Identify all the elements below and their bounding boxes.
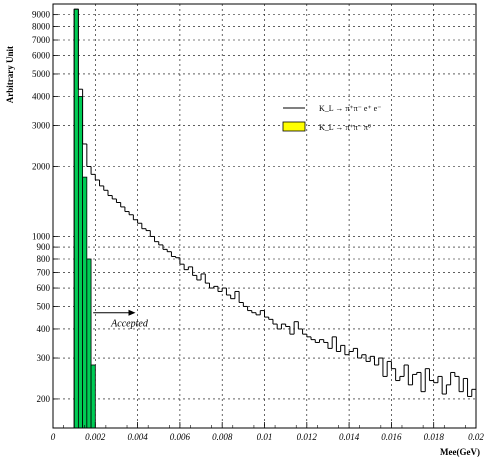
- grid-lines: [53, 4, 476, 428]
- y-tick-label: 8000: [32, 22, 51, 32]
- x-tick-label: 0.008: [212, 432, 233, 442]
- y-tick-label: 5000: [32, 69, 51, 79]
- y-tick-label: 2000: [32, 161, 51, 171]
- y-tick-label: 3000: [32, 121, 51, 131]
- x-axis-label: Mee(GeV): [440, 447, 480, 457]
- y-tick-label: 800: [37, 254, 51, 264]
- x-tick-label: 0.012: [297, 432, 318, 442]
- filled-bin: [73, 8, 79, 429]
- k-pi-pi-ee-step-histogram: [73, 8, 476, 428]
- y-tick-label: 6000: [32, 51, 51, 61]
- y-tick-label: 400: [37, 324, 51, 334]
- y-tick-label: 600: [37, 283, 51, 293]
- x-tick-label: 0.014: [339, 432, 360, 442]
- legend-label-series-2: K_L → π⁺π⁻ π⁰: [319, 123, 371, 132]
- legend-label-series-1: K_L → π⁺π⁻ e⁺ e⁻: [319, 104, 381, 113]
- y-tick-label: 300: [37, 353, 51, 363]
- y-axis-label: Arbitrary Unit: [5, 46, 15, 103]
- y-tick-label: 7000: [32, 35, 51, 45]
- legend-swatch-series-2: [282, 121, 306, 132]
- accepted-annotation: Accepted: [93, 309, 149, 330]
- x-tick-label: 0.006: [170, 432, 191, 442]
- filled-bin: [82, 176, 88, 429]
- x-tick-label: 0.018: [424, 432, 445, 442]
- x-tick-label: 0.016: [381, 432, 402, 442]
- filled-bin: [77, 96, 84, 429]
- x-axis-ticks: 0 0.002 0.004 0.006 0.008 0.01 0.012 0.014 0.016…: [51, 422, 484, 442]
- y-tick-label: 200: [37, 394, 51, 404]
- y-tick-label: 700: [37, 267, 51, 277]
- y-tick-label: 4000: [32, 92, 51, 102]
- y-tick-label: 1000: [32, 231, 51, 241]
- y-tick-label: 500: [37, 301, 51, 311]
- filled-bin: [86, 258, 92, 429]
- accepted-label: Accepted: [110, 319, 149, 330]
- accepted-arrowhead: [128, 309, 136, 316]
- k-pi-pi-pi0-filled-histogram: [73, 8, 96, 429]
- x-tick-label: 0.02: [468, 432, 484, 442]
- y-tick-label: 9000: [32, 10, 51, 20]
- x-tick-label: 0.002: [85, 432, 106, 442]
- x-tick-label: 0: [51, 432, 56, 442]
- filled-bin: [90, 364, 96, 429]
- x-tick-label: 0.01: [257, 432, 273, 442]
- y-tick-label: 900: [37, 242, 51, 252]
- x-tick-label: 0.004: [127, 432, 148, 442]
- legend: K_L → π⁺π⁻ e⁺ e⁻ K_L → π⁺π⁻ π⁰: [282, 104, 381, 132]
